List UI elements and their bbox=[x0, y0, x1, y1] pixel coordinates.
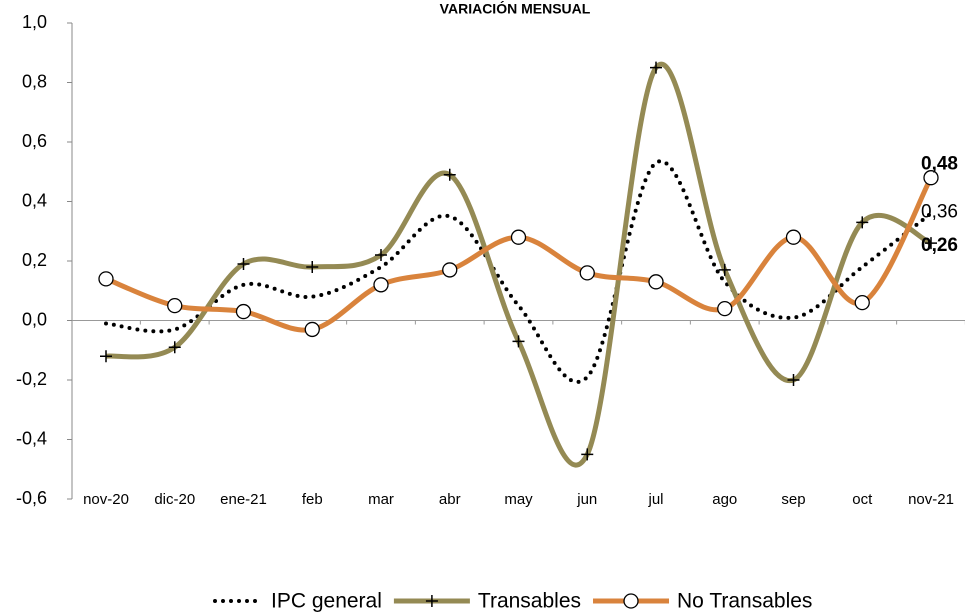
plus-marker bbox=[581, 448, 594, 461]
circle-marker bbox=[923, 170, 939, 186]
series-line bbox=[105, 176, 934, 333]
legend-label: No Transables bbox=[677, 590, 812, 613]
y-tick-label: 0,2 bbox=[22, 250, 47, 270]
x-tick-label: dic-20 bbox=[154, 491, 195, 508]
plus-marker bbox=[718, 263, 731, 276]
x-tick-label: jun bbox=[576, 491, 597, 508]
plus-marker bbox=[856, 216, 869, 229]
circle-marker bbox=[235, 303, 252, 320]
chart-title: VARIACIÓN MENSUAL bbox=[440, 0, 591, 17]
y-tick-label: 0,8 bbox=[22, 71, 47, 91]
data-label: 0,48 bbox=[921, 154, 958, 175]
data-label: 0,26 bbox=[921, 235, 958, 256]
x-tick-label: feb bbox=[302, 491, 323, 508]
x-tick-label: mar bbox=[368, 491, 394, 508]
series-line bbox=[104, 159, 933, 384]
data-label: 0,36 bbox=[921, 201, 958, 222]
plus-marker bbox=[100, 350, 112, 363]
y-tick-label: 0,6 bbox=[22, 131, 47, 151]
x-tick-label: abr bbox=[439, 491, 461, 508]
y-tick-label: 0,0 bbox=[22, 309, 47, 329]
circle-marker bbox=[167, 297, 183, 314]
plus-marker bbox=[925, 237, 937, 250]
y-tick-label: -0,6 bbox=[16, 488, 47, 508]
plus-marker bbox=[168, 341, 181, 354]
circle-marker bbox=[623, 593, 639, 609]
plus-marker bbox=[443, 168, 456, 181]
x-tick-label: may bbox=[504, 491, 533, 508]
y-tick-label: 1,0 bbox=[22, 12, 47, 32]
plus-marker bbox=[425, 595, 438, 607]
plus-marker bbox=[512, 335, 525, 348]
circle-marker bbox=[510, 229, 527, 245]
circle-marker bbox=[785, 229, 802, 245]
circle-marker bbox=[98, 271, 114, 287]
circle-marker bbox=[717, 300, 733, 317]
circle-marker bbox=[854, 294, 870, 311]
x-tick-label: jul bbox=[647, 491, 663, 508]
legend-label: IPC general bbox=[271, 590, 382, 613]
circle-marker bbox=[373, 277, 389, 293]
plus-marker bbox=[787, 374, 800, 386]
legend-label: Transables bbox=[478, 590, 581, 613]
x-tick-label: nov-20 bbox=[83, 491, 129, 508]
plus-marker bbox=[306, 260, 319, 273]
x-tick-label: sep bbox=[781, 491, 805, 508]
plus-marker bbox=[237, 257, 250, 270]
circle-marker bbox=[304, 321, 320, 338]
y-tick-label: 0,4 bbox=[22, 190, 47, 210]
x-tick-label: ene-21 bbox=[220, 491, 267, 508]
x-tick-label: oct bbox=[852, 491, 873, 508]
y-tick-label: -0,2 bbox=[16, 369, 47, 389]
x-tick-label: ago bbox=[712, 491, 737, 508]
circle-marker bbox=[579, 265, 595, 281]
circle-marker bbox=[648, 274, 664, 290]
plus-marker bbox=[650, 61, 662, 74]
series-line bbox=[105, 61, 933, 468]
plus-marker bbox=[375, 249, 387, 262]
circle-marker bbox=[442, 262, 458, 278]
x-tick-label: nov-21 bbox=[908, 491, 954, 508]
y-tick-label: -0,4 bbox=[16, 428, 47, 448]
